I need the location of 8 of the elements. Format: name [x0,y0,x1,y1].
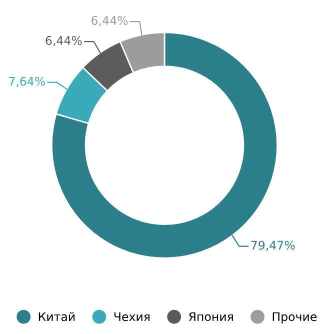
legend-label: Чехия [114,312,150,322]
data-label: 7,64% [9,76,45,87]
legend-label: Прочие [272,312,317,324]
legend-label: Китай [38,312,75,322]
data-label: 6,44% [92,16,128,26]
data-label: 6,44% [46,36,82,46]
legend-label: Япония [189,312,233,322]
data-label: 79,47% [251,240,295,251]
